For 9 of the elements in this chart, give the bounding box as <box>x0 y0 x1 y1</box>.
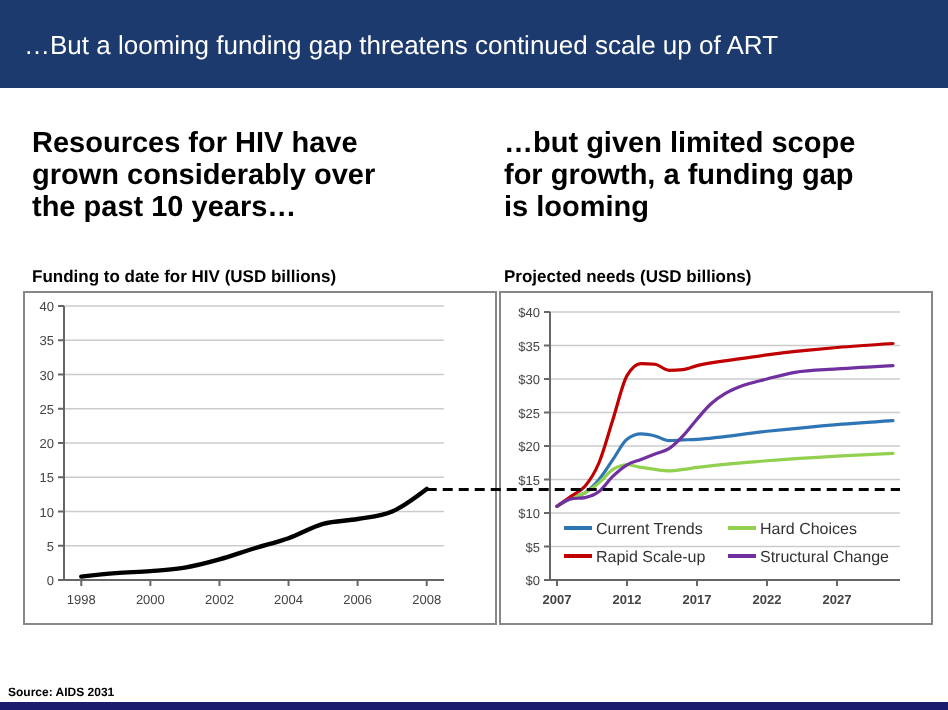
text: …But a looming funding gap threatens continued scale up of ART <box>24 30 779 60</box>
legend-label: Structural Change <box>760 548 891 566</box>
legend-label: Current Trends <box>596 520 703 538</box>
chart-title: Projected needs (USD billions) <box>504 266 752 286</box>
chart-title: Funding to date for HIV (USD billions) <box>32 266 337 286</box>
text: …but given limited scope for growth, a funding gap is looming <box>504 128 856 224</box>
legend-label: Hard Choices <box>760 520 857 538</box>
text: Resources for HIV have grown considerably over the past 10 years… <box>32 128 376 224</box>
legend-label: Rapid Scale-up <box>596 548 707 566</box>
